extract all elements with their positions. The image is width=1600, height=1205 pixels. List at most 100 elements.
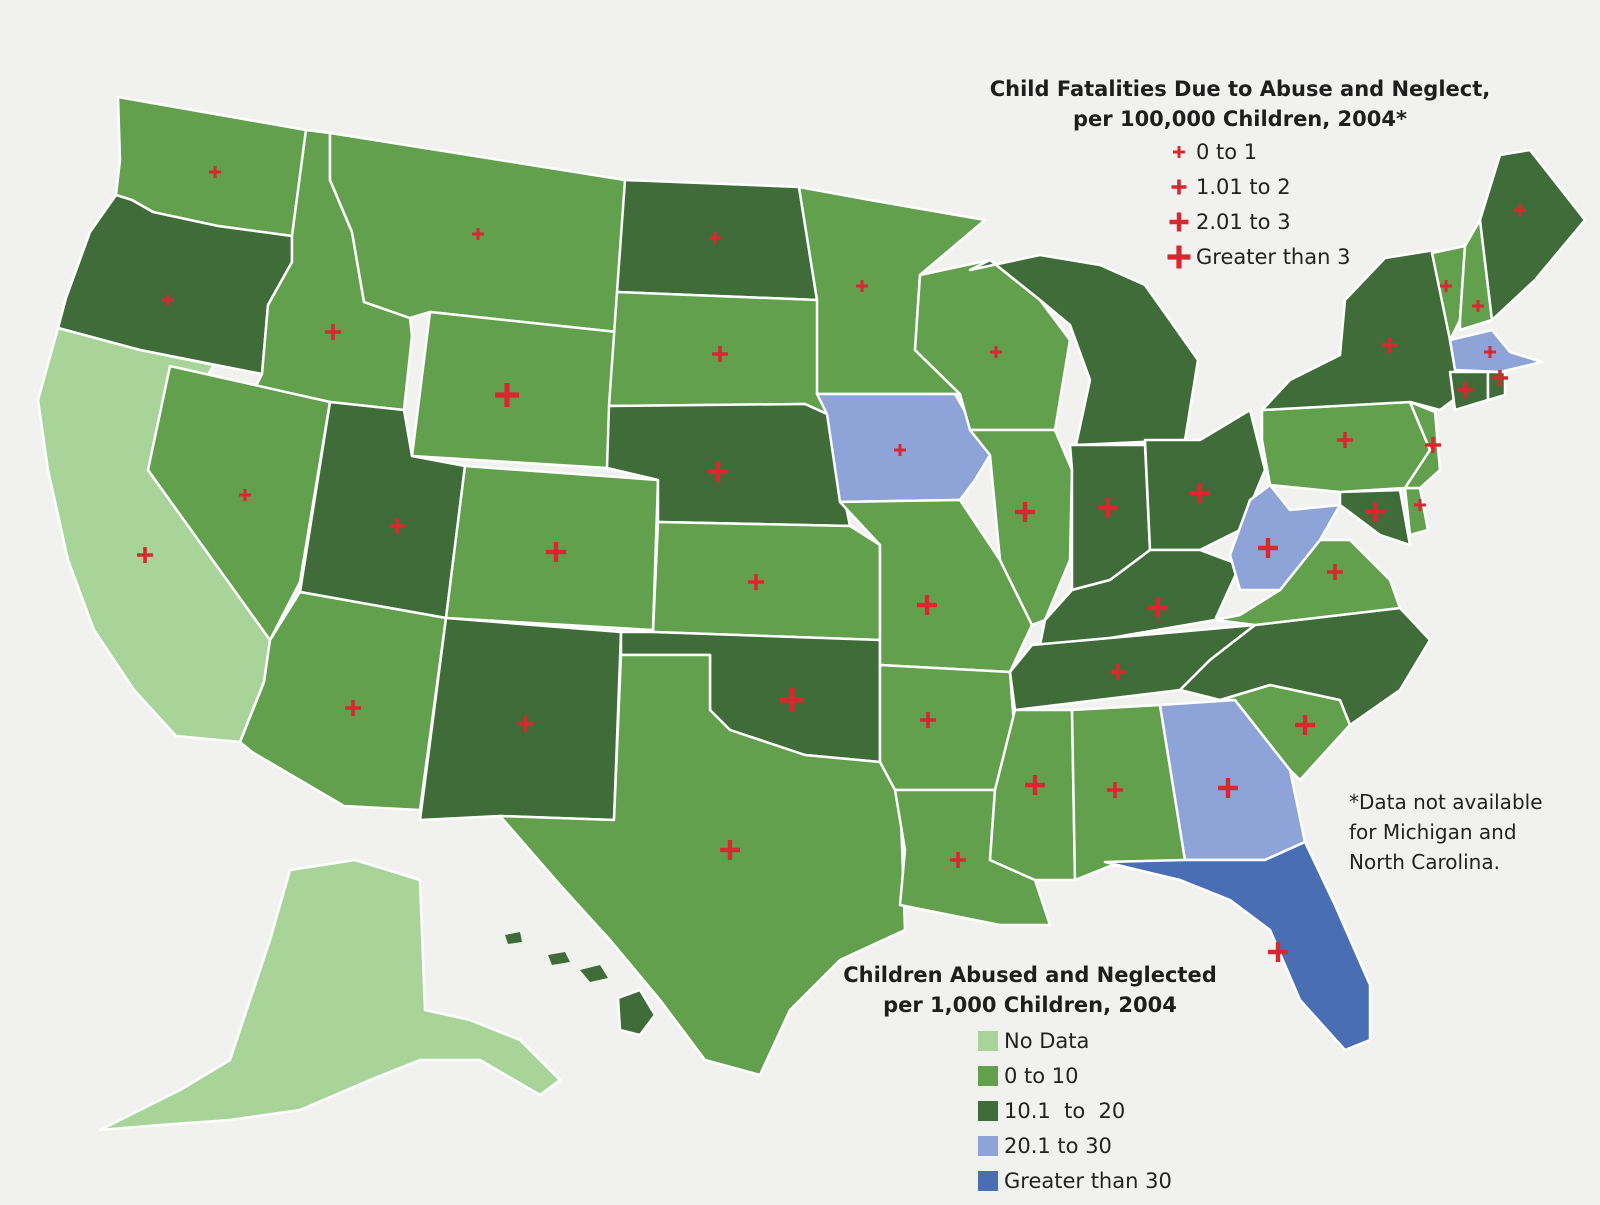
fatality-marker-ut (389, 518, 405, 534)
fatality-marker-va (1327, 564, 1343, 580)
fatality-marker-ne (708, 462, 728, 482)
state-nm (418, 616, 623, 822)
fatalities-legend-label: 2.01 to 3 (1196, 209, 1291, 234)
fatality-marker-de (1414, 499, 1426, 511)
fatalities-legend-item: 0 to 1 (1162, 134, 1350, 169)
xlarge-plus-icon (1167, 245, 1191, 268)
fatality-marker-wi (990, 346, 1002, 358)
fatalities-legend-label: 1.01 to 2 (1196, 174, 1291, 199)
state-nh (1458, 218, 1494, 332)
fatality-marker-ok (780, 688, 804, 712)
fatality-marker-ma (1484, 346, 1496, 358)
fatality-marker-nh (1472, 300, 1484, 312)
abuse-legend: No Data 0 to 10 10.1 to 20 20.1 to 30 Gr… (978, 1023, 1172, 1198)
state-hi (616, 988, 657, 1037)
fatality-marker-mt (472, 228, 484, 240)
fatality-marker-tn (1110, 664, 1126, 680)
fatality-marker-ct (1457, 382, 1473, 398)
state-co (444, 464, 660, 632)
state-wy (410, 310, 619, 470)
fatality-marker-wa (209, 166, 221, 178)
state-ar (878, 663, 1017, 792)
fatality-marker-fl (1268, 942, 1288, 962)
abuse-legend-title-line2: per 1,000 Children, 2004 (883, 993, 1177, 1017)
fatality-marker-tx (720, 840, 740, 860)
fatalities-legend-title: Child Fatalities Due to Abuse and Neglec… (980, 74, 1500, 134)
mid-swatch (978, 1100, 998, 1121)
small-plus-icon (1173, 145, 1185, 158)
state-nd (615, 178, 819, 302)
low-swatch (978, 1065, 998, 1086)
fatality-marker-sc (1295, 715, 1315, 735)
state-tx (498, 653, 907, 1077)
state-de (1403, 486, 1430, 537)
fatality-marker-vt (1440, 280, 1452, 292)
states-layer (36, 95, 1587, 1132)
fatality-marker-al (1107, 782, 1123, 798)
fatality-marker-ga (1218, 778, 1238, 798)
fatality-marker-wv (1258, 538, 1278, 558)
abuse-legend-item: 0 to 10 (978, 1058, 1172, 1093)
fatality-marker-ky (1148, 598, 1168, 618)
state-mo (838, 498, 1034, 674)
fatality-marker-ca (137, 547, 153, 563)
fatality-marker-ar (920, 712, 936, 728)
fatality-marker-oh (1190, 483, 1210, 503)
abuse-legend-item: 20.1 to 30 (978, 1128, 1172, 1163)
abuse-legend-label: 0 to 10 (1004, 1063, 1079, 1088)
footnote-line: for Michigan and (1349, 820, 1517, 844)
footnote: *Data not available for Michigan and Nor… (1349, 787, 1579, 877)
fatality-marker-me (1514, 204, 1526, 216)
large-plus-icon (1169, 212, 1189, 231)
fatality-marker-id (325, 324, 341, 340)
state-nj (1403, 400, 1442, 490)
abuse-legend-item: No Data (978, 1023, 1172, 1058)
fatality-marker-ks (748, 574, 764, 590)
state-me (1478, 148, 1587, 322)
fatality-marker-il (1015, 502, 1035, 522)
fatality-marker-nm (517, 716, 533, 732)
abuse-legend-label: Greater than 30 (1004, 1168, 1172, 1193)
fatalities-legend-item: 2.01 to 3 (1162, 204, 1350, 239)
state-hi-island (548, 952, 570, 965)
state-ak (98, 858, 562, 1132)
high-swatch (978, 1135, 998, 1156)
fatalities-legend-title-line1: Child Fatalities Due to Abuse and Neglec… (989, 77, 1491, 101)
state-va (1213, 538, 1402, 627)
markers-layer (137, 166, 1526, 962)
abuse-legend-label: 20.1 to 30 (1004, 1133, 1112, 1158)
state-nc (1178, 606, 1432, 727)
fatalities-legend-label: 0 to 1 (1196, 139, 1258, 164)
no-data-swatch (978, 1030, 998, 1051)
highest-swatch (978, 1170, 998, 1191)
abuse-legend-item: 10.1 to 20 (978, 1093, 1172, 1128)
state-hi-island (580, 965, 608, 982)
fatality-marker-in (1098, 498, 1118, 518)
footnote-line: North Carolina. (1349, 850, 1500, 874)
state-nv (146, 364, 332, 642)
abuse-legend-label: No Data (1004, 1028, 1090, 1053)
abuse-legend-item: Greater than 30 (978, 1163, 1172, 1198)
fatality-marker-pa (1337, 432, 1353, 448)
fatality-marker-mo (917, 595, 937, 615)
fatality-marker-la (950, 852, 966, 868)
abuse-legend-title-line1: Children Abused and Neglected (843, 963, 1217, 987)
fatality-marker-md (1365, 502, 1385, 522)
state-fl (1103, 840, 1372, 1052)
state-ia (815, 392, 992, 504)
fatality-marker-co (546, 542, 566, 562)
fatality-marker-nj (1425, 437, 1441, 453)
fatality-marker-ms (1025, 775, 1045, 795)
state-hi-island (505, 932, 522, 944)
fatality-marker-ia (894, 444, 906, 456)
fatality-marker-nd (709, 232, 721, 244)
fatality-marker-ny (1382, 337, 1398, 353)
fatalities-legend-title-line2: per 100,000 Children, 2004* (1073, 107, 1407, 131)
fatality-marker-sd (712, 346, 728, 362)
medium-plus-icon (1171, 179, 1187, 194)
fatality-marker-mn (856, 280, 868, 292)
state-ks (651, 520, 882, 642)
abuse-legend-title: Children Abused and Neglected per 1,000 … (840, 960, 1220, 1020)
state-mi (968, 253, 1200, 447)
